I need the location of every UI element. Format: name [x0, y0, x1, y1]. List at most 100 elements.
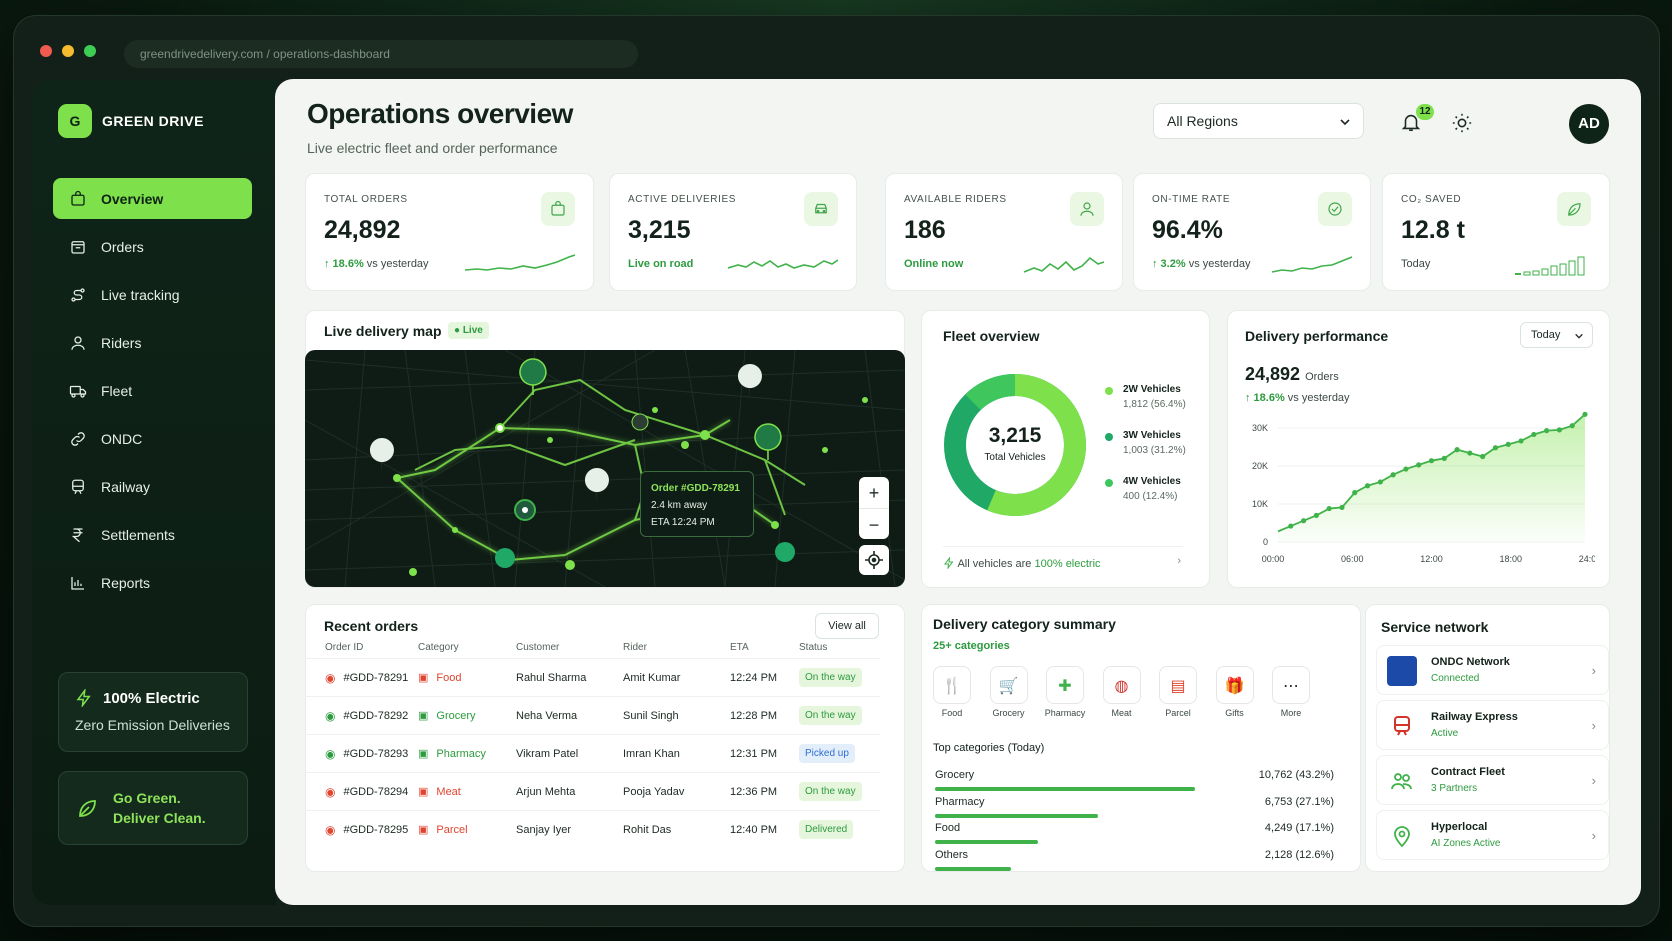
avatar[interactable]: AD — [1569, 104, 1609, 144]
delivery-map[interactable] — [305, 350, 905, 587]
data-point[interactable] — [1582, 411, 1588, 417]
data-point[interactable] — [1313, 512, 1319, 518]
kpi-card-co2-saved: CO₂ SAVED 12.8 t Today — [1382, 173, 1610, 291]
kpi-icon-box — [541, 192, 575, 226]
table-header: Order ID Category Customer Rider ETA Sta… — [305, 636, 880, 658]
data-point[interactable] — [1556, 427, 1563, 433]
service-item-hyperlocal[interactable]: Hyperlocal AI Zones Active › — [1376, 810, 1609, 860]
brand-name: GREEN DRIVE — [102, 113, 204, 129]
order-icon: ◉ — [325, 784, 336, 799]
category-bar-fill — [935, 866, 1011, 871]
data-point[interactable] — [1480, 453, 1486, 460]
legend-name: 3W Vehicles — [1123, 430, 1181, 441]
minimize-window-button[interactable] — [62, 45, 74, 57]
zoom-out-button[interactable]: − — [868, 515, 880, 535]
sidebar-item-label: Orders — [101, 238, 144, 255]
chevron-right-icon: › — [1591, 773, 1596, 788]
sidebar-item-ondc[interactable]: ONDC — [53, 418, 252, 459]
category-bar-value: 4,249 (17.1%) — [1264, 822, 1334, 834]
x-tick-label: 18:00 — [1499, 554, 1522, 564]
data-point[interactable] — [1467, 450, 1473, 456]
check-circle-icon — [1328, 202, 1342, 216]
service-item-railway[interactable]: Railway Express Active › — [1376, 700, 1609, 750]
data-point[interactable] — [1390, 472, 1396, 478]
period-select[interactable]: Today — [1520, 322, 1593, 348]
category-grocery-button[interactable]: 🛒 — [989, 666, 1028, 704]
sidebar-item-label: Fleet — [101, 382, 133, 399]
sidebar-item-railway[interactable]: Railway — [53, 466, 252, 507]
data-point[interactable] — [1492, 445, 1499, 451]
cart-icon: 🛒 — [998, 675, 1019, 695]
category-food-button[interactable]: 🍴 — [933, 666, 971, 704]
category-parcel-button[interactable]: ▤ — [1159, 666, 1197, 704]
live-badge-label: Live — [462, 325, 483, 336]
kpi-card-available-riders: AVAILABLE RIDERS 186 Online now — [885, 173, 1123, 291]
logo-badge: G — [58, 104, 92, 138]
data-point[interactable] — [1569, 423, 1575, 429]
rupee-icon — [71, 527, 83, 542]
category-more-button[interactable]: ⋯ — [1272, 666, 1310, 704]
data-point[interactable] — [1454, 447, 1460, 453]
sidebar-item-live-tracking[interactable]: Live tracking — [53, 274, 252, 315]
locate-button[interactable] — [859, 545, 889, 575]
category-label: Parcel — [1165, 708, 1191, 718]
x-tick-label: 06:00 — [1341, 554, 1364, 564]
category-meat-button[interactable]: ◍ — [1102, 666, 1141, 704]
legend-name: 4W Vehicles — [1123, 476, 1181, 487]
data-point[interactable] — [1339, 504, 1345, 511]
sidebar-item-orders[interactable]: Orders — [53, 226, 252, 267]
category-gifts-button[interactable]: 🎁 — [1215, 666, 1254, 704]
brand-logo[interactable]: G GREEN DRIVE — [58, 104, 204, 138]
data-point[interactable] — [1428, 458, 1435, 464]
sidebar-item-settlements[interactable]: Settlements — [53, 514, 252, 555]
data-point[interactable] — [1352, 490, 1358, 496]
sparkline — [465, 254, 575, 271]
sidebar-item-fleet[interactable]: Fleet — [53, 370, 252, 411]
zoom-in-button[interactable]: + — [859, 477, 889, 509]
table-row[interactable]: ◉ #GDD-78292 ▣ Grocery Neha Verma Sunil Singh… — [305, 696, 880, 734]
sun-icon[interactable] — [1451, 112, 1473, 134]
data-point[interactable] — [1441, 455, 1447, 461]
data-point[interactable] — [1518, 438, 1524, 444]
table-row[interactable]: ◉ #GDD-78293 ▣ Pharmacy Vikram Patel Imran Kh… — [305, 734, 880, 772]
kpi-label: CO₂ SAVED — [1401, 194, 1462, 205]
page-subtitle: Live electric fleet and order performanc… — [307, 140, 558, 156]
category-label: Parcel — [436, 823, 468, 836]
service-item-contract-fleet[interactable]: Contract Fleet 3 Partners › — [1376, 755, 1609, 805]
kpi-value: 96.4% — [1152, 216, 1223, 244]
table-row[interactable]: ◉ #GDD-78291 ▣ Food Rahul Sharma Amit Kumar 12… — [305, 658, 880, 696]
sidebar-item-label: Settlements — [101, 526, 175, 543]
data-point[interactable] — [1505, 441, 1511, 447]
data-point[interactable] — [1403, 466, 1409, 472]
status-badge: Delivered — [799, 820, 854, 839]
sidebar-item-riders[interactable]: Riders — [53, 322, 252, 363]
data-point[interactable] — [1288, 523, 1294, 529]
data-point[interactable] — [1326, 505, 1332, 512]
fleet-footer[interactable]: All vehicles are 100% electric › — [943, 546, 1183, 576]
kpi-value: 186 — [904, 216, 946, 244]
kpi-icon-box — [1557, 192, 1591, 226]
category-pharmacy-button[interactable]: ✚ — [1046, 666, 1084, 704]
data-point[interactable] — [1544, 428, 1550, 434]
data-point[interactable] — [1416, 462, 1422, 468]
bell-icon[interactable] — [1400, 111, 1422, 133]
table-row[interactable]: ◉ #GDD-78294 ▣ Meat Arjun Mehta Pooja Yadav 12… — [305, 772, 880, 810]
address-bar[interactable]: greendrivedelivery.com / operations-dash… — [124, 40, 638, 68]
data-point[interactable] — [1377, 479, 1383, 485]
order-id-cell: ◉ #GDD-78293 — [305, 747, 418, 761]
sidebar-item-overview[interactable]: Overview — [53, 178, 252, 219]
table-row[interactable]: ◉ #GDD-78295 ▣ Parcel Sanjay Iyer Rohit Das 12… — [305, 810, 880, 848]
data-point[interactable] — [1300, 518, 1307, 524]
rider-cell: Sunil Singh — [623, 709, 679, 722]
sidebar-item-reports[interactable]: Reports — [53, 562, 252, 603]
fleet-title: Fleet overview — [943, 328, 1040, 344]
service-item-ondc[interactable]: ONDC Network Connected › — [1376, 645, 1609, 695]
page-title: Operations overview — [307, 98, 573, 129]
view-all-button[interactable]: View all — [815, 613, 879, 639]
car-icon — [815, 203, 827, 214]
data-point[interactable] — [1531, 431, 1537, 438]
close-window-button[interactable] — [40, 45, 52, 57]
region-select[interactable]: All Regions — [1153, 103, 1364, 139]
maximize-window-button[interactable] — [84, 45, 96, 57]
data-point[interactable] — [1364, 483, 1371, 489]
